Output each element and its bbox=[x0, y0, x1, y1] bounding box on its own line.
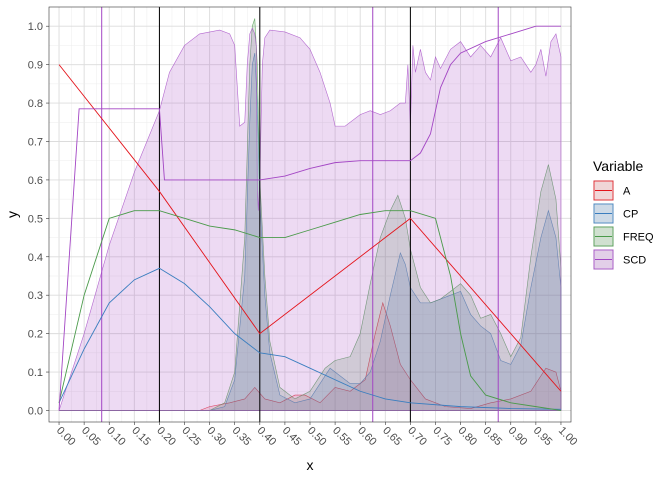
legend-label-a: A bbox=[623, 186, 631, 198]
series-lines bbox=[58, 25, 562, 411]
line-cp bbox=[58, 267, 561, 410]
y-tick-label: 0.4 bbox=[28, 252, 43, 264]
plot-panel bbox=[48, 6, 572, 423]
y-tick-label: 0.0 bbox=[28, 405, 43, 417]
y-axis-ticks: 0.0 0.1 0.2 0.3 0.4 0.5 0.6 0.7 0.8 0.9 1.0 bbox=[28, 21, 49, 417]
legend: Variable A CP FREQ SCD bbox=[593, 158, 654, 270]
area-cp bbox=[59, 53, 562, 411]
legend-label-cp: CP bbox=[623, 209, 638, 221]
area-scd bbox=[58, 27, 562, 411]
line-freq bbox=[58, 210, 562, 411]
reference-lines bbox=[101, 7, 499, 422]
line-scd bbox=[58, 25, 561, 411]
y-tick-label: 0.1 bbox=[28, 367, 43, 379]
y-tick-label: 0.3 bbox=[28, 290, 43, 302]
legend-title: Variable bbox=[593, 158, 644, 174]
y-tick-label: 0.9 bbox=[28, 60, 43, 72]
y-tick-label: 0.5 bbox=[28, 213, 43, 225]
y-tick-label: 0.2 bbox=[28, 329, 43, 341]
x-axis-title: x bbox=[307, 457, 314, 473]
y-tick-label: 1.0 bbox=[28, 21, 43, 33]
y-tick-label: 0.7 bbox=[28, 136, 43, 148]
y-tick-label: 0.8 bbox=[28, 98, 43, 110]
area-a bbox=[59, 301, 562, 411]
series-areas bbox=[58, 18, 562, 411]
legend-label-freq: FREQ bbox=[623, 232, 654, 244]
legend-label-scd: SCD bbox=[623, 255, 646, 267]
y-tick-label: 0.6 bbox=[28, 175, 43, 187]
y-axis-title: y bbox=[4, 211, 20, 218]
line-a bbox=[58, 64, 562, 392]
